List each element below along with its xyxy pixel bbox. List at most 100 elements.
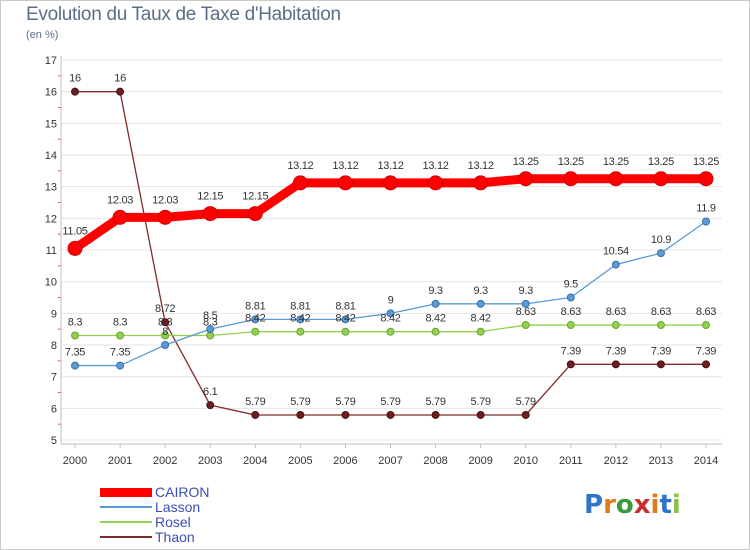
data-label-rosel: 8.3 xyxy=(203,317,218,329)
data-label-thaon: 7.39 xyxy=(696,345,716,357)
x-tick-label: 2011 xyxy=(559,455,583,467)
y-tick-label: 13 xyxy=(45,182,57,194)
data-label-lasson: 11.9 xyxy=(696,203,716,215)
x-tick-label: 2005 xyxy=(288,455,312,467)
y-tick-label: 12 xyxy=(45,213,57,225)
x-tick-label: 2012 xyxy=(604,455,628,467)
data-label-rosel: 8.42 xyxy=(425,313,445,325)
y-tick-label: 5 xyxy=(51,435,57,447)
data-point-thaon xyxy=(702,360,710,369)
data-label-thaon: 5.79 xyxy=(245,396,265,408)
data-point-cairon xyxy=(67,240,83,256)
data-label-lasson: 7.35 xyxy=(65,347,85,359)
data-label-rosel: 8.63 xyxy=(516,306,536,318)
data-point-lasson xyxy=(161,341,170,349)
data-point-cairon xyxy=(563,171,579,187)
data-point-rosel xyxy=(702,321,710,330)
legend-label: CAIRON xyxy=(155,484,210,500)
y-tick-label: 9 xyxy=(51,308,57,320)
data-point-thaon xyxy=(476,410,485,419)
data-point-thaon xyxy=(566,360,575,369)
data-label-thaon: 5.79 xyxy=(516,396,536,408)
data-point-rosel xyxy=(656,321,665,330)
y-tick-label: 10 xyxy=(45,277,57,289)
data-point-cairon xyxy=(112,209,128,225)
data-point-thaon xyxy=(206,401,215,410)
y-tick-label: 16 xyxy=(45,87,57,99)
x-tick-label: 2003 xyxy=(198,455,222,467)
data-point-cairon xyxy=(608,171,624,187)
data-label-cairon: 13.25 xyxy=(648,156,674,168)
data-label-cairon: 12.03 xyxy=(152,194,178,206)
data-label-cairon: 11.05 xyxy=(62,225,87,237)
legend-label: Rosel xyxy=(155,514,191,530)
data-label-lasson: 8.81 xyxy=(335,300,355,312)
data-point-rosel xyxy=(611,321,620,330)
data-label-lasson: 9.5 xyxy=(564,279,579,291)
data-label-lasson: 8.5 xyxy=(203,310,218,322)
data-label-lasson: 7.35 xyxy=(110,347,130,359)
data-label-cairon: 12.03 xyxy=(107,194,133,206)
data-label-cairon: 13.12 xyxy=(332,160,358,172)
x-tick-label: 2001 xyxy=(108,455,132,467)
data-point-lasson xyxy=(296,315,305,324)
data-label-cairon: 13.12 xyxy=(468,160,494,172)
data-label-cairon: 13.12 xyxy=(423,160,449,172)
y-tick-label: 11 xyxy=(46,245,57,257)
legend-swatch xyxy=(100,488,152,497)
data-label-cairon: 13.12 xyxy=(287,160,313,172)
data-label-thaon: 5.79 xyxy=(471,396,491,408)
y-tick-label: 17 xyxy=(45,55,57,67)
x-tick-label: 2007 xyxy=(378,455,402,467)
data-point-rosel xyxy=(341,327,350,336)
legend-swatch xyxy=(100,536,152,538)
data-point-rosel xyxy=(296,327,305,336)
data-point-cairon xyxy=(428,175,444,191)
data-point-thaon xyxy=(71,87,79,96)
data-point-lasson xyxy=(611,260,620,269)
data-point-thaon xyxy=(116,87,125,96)
data-label-thaon: 5.79 xyxy=(380,396,400,408)
x-tick-label: 2009 xyxy=(468,455,492,467)
data-label-cairon: 12.15 xyxy=(242,191,268,203)
data-label-rosel: 8.63 xyxy=(561,306,581,318)
x-tick-label: 2000 xyxy=(63,455,87,467)
legend-label: Lasson xyxy=(155,499,201,515)
data-label-lasson: 9 xyxy=(388,294,394,306)
data-label-cairon: 13.25 xyxy=(513,156,539,168)
data-label-lasson: 9.3 xyxy=(428,285,443,297)
data-point-thaon xyxy=(611,360,620,369)
logo-letter: t xyxy=(659,490,672,520)
legend-label: Thaon xyxy=(155,529,195,545)
data-label-thaon: 7.39 xyxy=(606,345,626,357)
y-tick-label: 15 xyxy=(45,118,57,130)
data-point-rosel xyxy=(161,331,170,340)
data-point-thaon xyxy=(386,410,395,419)
data-point-lasson xyxy=(521,299,530,308)
data-label-thaon: 5.79 xyxy=(290,396,310,408)
y-tick-label: 8 xyxy=(51,340,57,352)
data-label-cairon: 13.25 xyxy=(693,156,719,168)
y-tick-label: 14 xyxy=(45,150,57,162)
data-point-lasson xyxy=(206,325,215,334)
data-label-thaon: 5.79 xyxy=(425,396,445,408)
data-label-rosel: 8.3 xyxy=(113,317,128,329)
data-label-rosel: 8.3 xyxy=(68,317,83,329)
data-label-thaon: 7.39 xyxy=(651,345,671,357)
data-point-cairon xyxy=(518,171,534,187)
data-point-lasson xyxy=(702,217,710,226)
data-point-rosel xyxy=(116,331,125,340)
legend-swatch xyxy=(100,521,152,523)
data-label-rosel: 8.42 xyxy=(471,313,491,325)
y-tick-label: 7 xyxy=(51,372,57,384)
x-tick-label: 2008 xyxy=(423,455,447,467)
data-point-rosel xyxy=(386,327,395,336)
data-point-lasson xyxy=(386,309,395,318)
data-label-cairon: 13.25 xyxy=(558,156,584,168)
data-point-lasson xyxy=(431,299,440,308)
x-tick-label: 2013 xyxy=(649,455,673,467)
data-point-rosel xyxy=(71,331,79,340)
data-point-rosel xyxy=(521,321,530,330)
chart-title: Evolution du Taux de Taxe d'Habitation xyxy=(26,4,341,25)
